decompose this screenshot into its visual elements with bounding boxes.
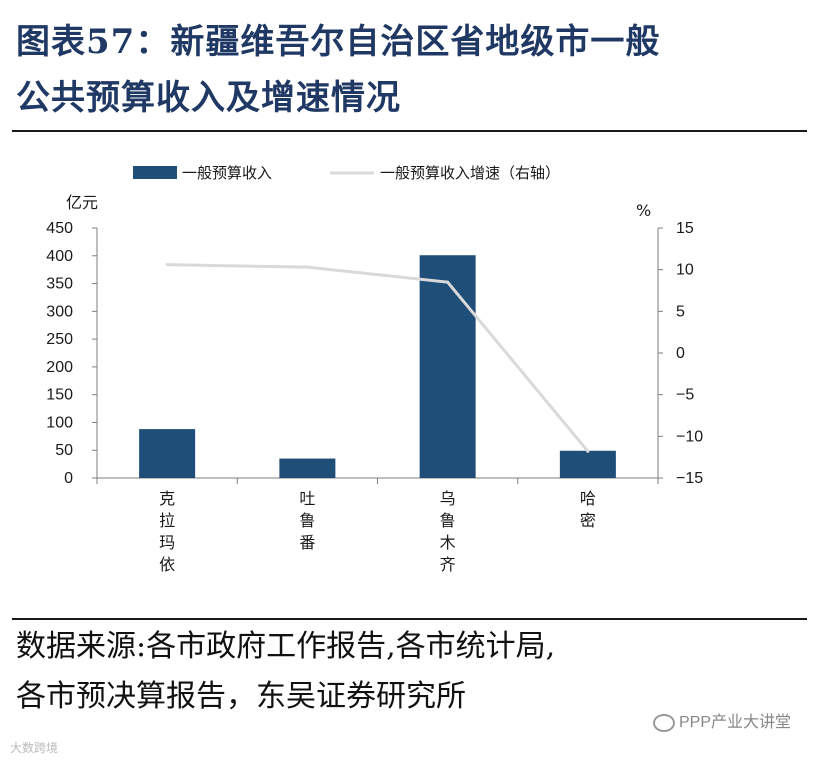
x-category-char: 乌 <box>440 489 456 508</box>
x-category-label: 乌鲁木齐 <box>440 489 456 574</box>
x-category-char: 依 <box>159 555 175 574</box>
x-category-char: 密 <box>580 511 596 530</box>
y-left-tick-label: 450 <box>46 220 73 237</box>
title-line-2: 公共预算收入及增速情况 <box>16 78 401 118</box>
y-left-tick-label: 400 <box>46 248 73 265</box>
x-category-label: 哈密 <box>580 489 596 530</box>
y-right-axis-title: % <box>636 201 651 220</box>
source-note: 数据来源:各市政府工作报告,各市统计局, 各市预决算报告，东吴证券研究所 <box>16 622 806 722</box>
y-left-tick-label: 0 <box>64 470 73 487</box>
y-right-tick-label: 0 <box>676 345 685 362</box>
y-left-tick-label: 350 <box>46 276 73 293</box>
x-category-char: 克 <box>159 489 175 508</box>
x-category-char: 鲁 <box>440 511 456 530</box>
x-category-char: 鲁 <box>299 511 315 530</box>
source-line-1: 数据来源:各市政府工作报告,各市统计局, <box>16 629 556 664</box>
bar-4 <box>559 450 616 478</box>
wechat-icon <box>652 713 675 732</box>
legend-label-bar: 一般预算收入 <box>182 164 272 182</box>
chart-area: 一般预算收入 一般预算收入增速（右轴）亿元 %0501001502002503003… <box>46 164 703 574</box>
y-right-tick-label: −15 <box>676 470 703 487</box>
y-left-tick-label: 250 <box>46 331 73 348</box>
y-left-tick-label: 300 <box>46 303 73 320</box>
y-right-tick-label: 10 <box>676 262 694 279</box>
growth-line <box>167 263 590 453</box>
growth-point-3 <box>446 280 450 284</box>
y-left-tick-label: 100 <box>46 414 73 431</box>
title-line-1: 图表57：新疆维吾尔自治区省地级市一般 <box>16 22 661 62</box>
growth-point-1 <box>165 263 169 267</box>
x-category-char: 哈 <box>580 489 596 508</box>
y-right-tick-label: 5 <box>676 303 685 320</box>
y-right-tick-label: −10 <box>676 428 703 445</box>
x-category-char: 吐 <box>299 489 315 508</box>
bar-3 <box>419 255 476 478</box>
y-left-axis-title: 亿元 <box>66 193 98 212</box>
y-left-tick-label: 50 <box>55 442 73 459</box>
y-right-tick-label: −5 <box>676 387 694 404</box>
x-category-label: 克拉玛依 <box>159 489 175 574</box>
title-divider <box>12 130 807 132</box>
growth-point-4 <box>586 449 590 453</box>
x-category-label: 吐鲁番 <box>299 489 315 552</box>
wechat-watermark-text: PPP产业大讲堂 <box>678 714 791 731</box>
chart-title: 图表57：新疆维吾尔自治区省地级市一般 公共预算收入及增速情况 <box>16 14 806 126</box>
source-line-2: 各市预决算报告，东吴证券研究所 <box>16 679 466 714</box>
wechat-watermark: PPP产业大讲堂 <box>652 708 791 732</box>
y-right-tick-label: 15 <box>676 220 694 237</box>
y-left-tick-label: 200 <box>46 359 73 376</box>
legend-label-line: 一般预算收入增速（右轴） <box>380 164 560 182</box>
y-left-tick-label: 150 <box>46 387 73 404</box>
x-category-char: 番 <box>299 533 315 552</box>
x-category-char: 齐 <box>440 555 456 574</box>
legend-swatch-bar <box>133 166 177 179</box>
bar-1 <box>139 429 196 478</box>
corner-watermark: 大数跨境 <box>10 741 59 755</box>
x-category-char: 玛 <box>159 533 175 552</box>
growth-point-2 <box>305 265 309 269</box>
x-category-char: 拉 <box>159 511 175 530</box>
x-category-char: 木 <box>440 533 456 552</box>
bar-2 <box>279 458 336 478</box>
source-divider <box>12 618 807 620</box>
